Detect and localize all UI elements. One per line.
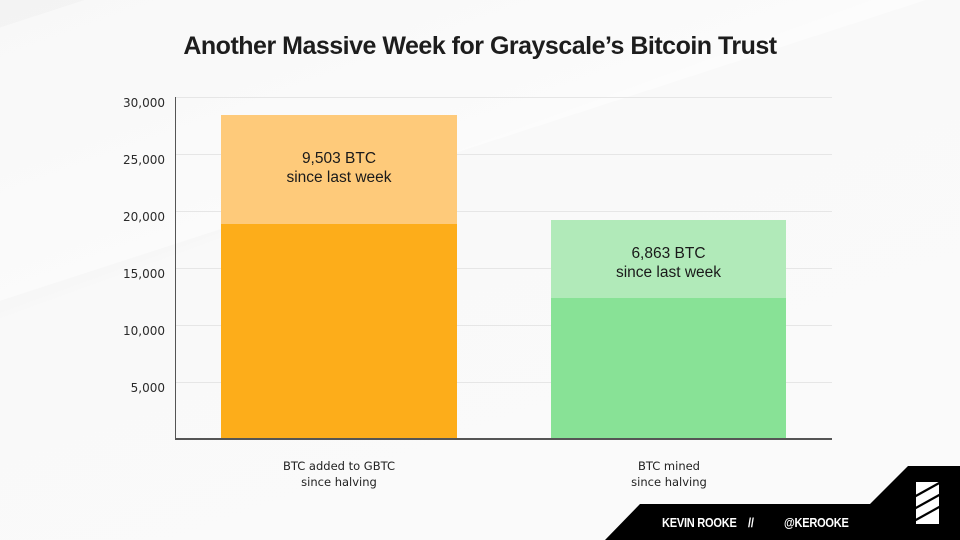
x-axis-line [175,438,832,440]
gridline-15000 [176,268,832,269]
gridline-30000 [176,97,832,98]
gridline-25000 [176,154,832,155]
gridline-20000 [176,211,832,212]
annotation-caption: since last week [615,264,722,281]
bar-gbtc-before-last-week [221,224,457,439]
y-tick-label: 5,000 [130,381,165,395]
bar-mined-since-last-week: 6,863 BTC since last week [551,220,786,298]
annotation-value: 6,863 BTC [631,245,706,262]
category-line: since halving [301,475,377,489]
annotation-caption: since last week [286,169,392,186]
annotation-value: 9,503 BTC [301,150,377,167]
x-category-label: BTC added to GBTC since halving [221,458,457,490]
y-tick-label: 10,000 [123,324,165,338]
category-line: since halving [631,475,707,489]
gridline-10000 [176,325,832,326]
y-tick-label: 30,000 [123,96,165,110]
bar-annotation: 6,863 BTC since last week [551,244,786,282]
footer-author: KEVIN ROOKE [662,515,737,530]
category-line: BTC added to GBTC [283,459,395,473]
x-category-label: BTC mined since halving [551,458,787,490]
gridline-5000 [176,382,832,383]
footer-handle: @KEROOKE [784,515,849,530]
footer-separator: // [748,515,754,530]
y-tick-label: 20,000 [123,210,165,224]
y-tick-label: 25,000 [123,153,165,167]
bar-mined-before-last-week [551,298,786,439]
bar-gbtc-since-last-week: 9,503 BTC since last week [221,115,457,224]
y-axis-line [175,97,176,439]
bar-annotation: 9,503 BTC since last week [221,149,457,187]
chart-title: Another Massive Week for Grayscale’s Bit… [183,32,777,60]
y-tick-label: 15,000 [123,267,165,281]
category-line: BTC mined [638,459,700,473]
